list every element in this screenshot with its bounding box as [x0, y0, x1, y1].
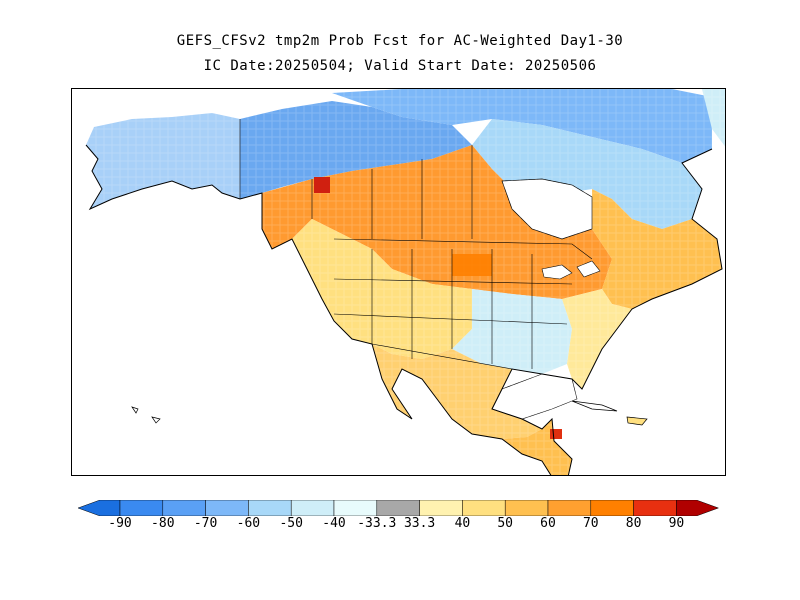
chart-title: GEFS_CFSv2 tmp2m Prob Fcst for AC-Weight…: [176, 33, 624, 49]
colorbar-segment: [333, 500, 378, 516]
colorbar-segment: [419, 500, 463, 516]
colorbar-tick-label: 80: [625, 516, 642, 531]
colorbar-segment: [119, 500, 164, 516]
political-borders: [239, 119, 593, 370]
colorbar-tick-label: -90: [108, 516, 132, 531]
colorbar-tick-label: 40: [454, 516, 471, 531]
colorbar-tick-label: -70: [193, 516, 218, 531]
chart-subtitle: IC Date:20250504; Valid Start Date: 2025…: [203, 58, 597, 74]
colorbar-segment: [633, 500, 677, 516]
colorbar-tick-label: 60: [540, 516, 556, 531]
colorbar-tick-label: 70: [582, 516, 599, 531]
colorbar-segment: [504, 500, 549, 516]
colorbar-segment: [676, 500, 720, 516]
east-coastline: [491, 148, 723, 475]
map-frame: [71, 88, 726, 476]
hotspot-central-america: [550, 429, 562, 439]
colorbar-tick-label: 33.3: [403, 516, 436, 531]
cuba: [571, 400, 618, 412]
colorbar: [78, 500, 720, 516]
colorbar-segment: [205, 500, 249, 516]
colorbar-tick-label: 50: [497, 516, 514, 531]
colorbar-tick-label: 90: [668, 516, 685, 531]
colorbar-segment: [248, 500, 292, 516]
colorbar-tick-label: -60: [236, 516, 261, 531]
colorbar-segment: [162, 500, 206, 516]
colorbar-tick-label: -80: [151, 516, 175, 531]
hawaii: [131, 406, 139, 414]
colorbar-tick-label: -33.3: [357, 516, 397, 531]
hotspot-dakotas: [452, 254, 492, 276]
colorbar-tick-label: -40: [322, 516, 346, 531]
west-coastline: [85, 144, 552, 475]
colorbar-segment: [376, 500, 420, 516]
colorbar-tick-label: -50: [279, 516, 303, 531]
colorbar-segment: [590, 500, 634, 516]
hispaniola: [626, 416, 648, 426]
hawaii-big-island: [151, 416, 161, 424]
colorbar-segment: [547, 500, 592, 516]
hotspot-yukon: [314, 177, 330, 193]
colorbar-segment: [462, 500, 506, 516]
colorbar-segment: [290, 500, 335, 516]
colorbar-segment: [78, 500, 121, 516]
probability-map: [72, 89, 725, 475]
colorbar-labels: -90 -80 -70 -60 -50 -40 -33.3 33.3 40 50 60 70 80 90: [0, 516, 800, 536]
